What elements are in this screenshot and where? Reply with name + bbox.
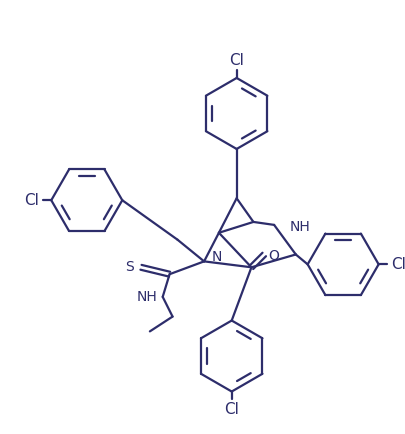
Text: Cl: Cl [224, 402, 239, 417]
Text: N: N [212, 250, 222, 264]
Text: S: S [125, 260, 134, 274]
Text: NH: NH [136, 290, 157, 304]
Text: Cl: Cl [391, 257, 405, 272]
Text: Cl: Cl [24, 193, 39, 208]
Text: NH: NH [290, 220, 311, 234]
Text: O: O [269, 250, 279, 263]
Text: Cl: Cl [229, 53, 244, 68]
